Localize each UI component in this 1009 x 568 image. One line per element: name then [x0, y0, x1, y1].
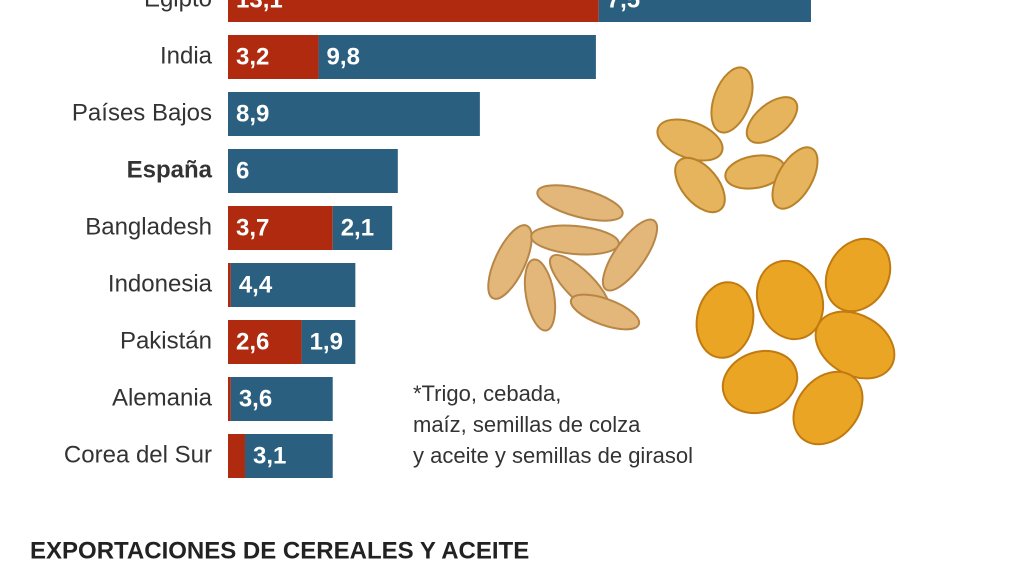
note: y aceite y semillas de girasol	[413, 443, 693, 468]
category-label: Egipto	[144, 0, 212, 12]
category-label: Países Bajos	[72, 99, 212, 126]
value-label: 3,1	[253, 442, 286, 469]
value-label: 9,8	[327, 43, 360, 70]
value-label: 1,9	[310, 328, 343, 355]
value-label: 4,4	[239, 271, 273, 298]
value-label: 3,2	[236, 43, 269, 70]
bar-segment	[318, 35, 596, 79]
value-label: 13,1	[236, 0, 283, 13]
bar-segment	[228, 35, 319, 79]
note: maíz, semillas de colza	[413, 412, 641, 437]
value-label: 2,1	[341, 214, 374, 241]
bar-segment	[228, 0, 599, 22]
value-label: 7,5	[607, 0, 640, 13]
chart-title: EXPORTACIONES DE CEREALES Y ACEITE	[30, 537, 529, 564]
note: *Trigo, cebada,	[413, 381, 561, 406]
category-label: India	[160, 42, 213, 69]
bar-segment	[228, 206, 333, 250]
bar-segment	[230, 377, 333, 421]
bar-segment	[301, 320, 356, 364]
category-label: Bangladesh	[85, 213, 212, 240]
category-label: Pakistán	[120, 327, 212, 354]
bar-segment	[228, 149, 398, 193]
category-label: Indonesia	[108, 270, 213, 297]
bar-segment	[230, 263, 356, 307]
category-label: Corea del Sur	[64, 441, 212, 468]
bar-segment	[244, 434, 333, 478]
grain-illustration	[487, 66, 896, 446]
value-label: 3,6	[239, 385, 272, 412]
value-label: 2,6	[236, 328, 269, 355]
bar-segment	[598, 0, 811, 22]
bar-segment	[228, 92, 480, 136]
category-label: Alemania	[112, 384, 213, 411]
bar-segment	[332, 206, 393, 250]
category-label: España	[127, 156, 213, 183]
bar-segment	[228, 263, 231, 307]
bar-segment	[228, 320, 302, 364]
value-label: 3,7	[236, 214, 269, 241]
value-label: 6	[236, 157, 249, 184]
value-label: 8,9	[236, 100, 269, 127]
bar-segment	[228, 377, 231, 421]
bar-segment	[228, 434, 245, 478]
